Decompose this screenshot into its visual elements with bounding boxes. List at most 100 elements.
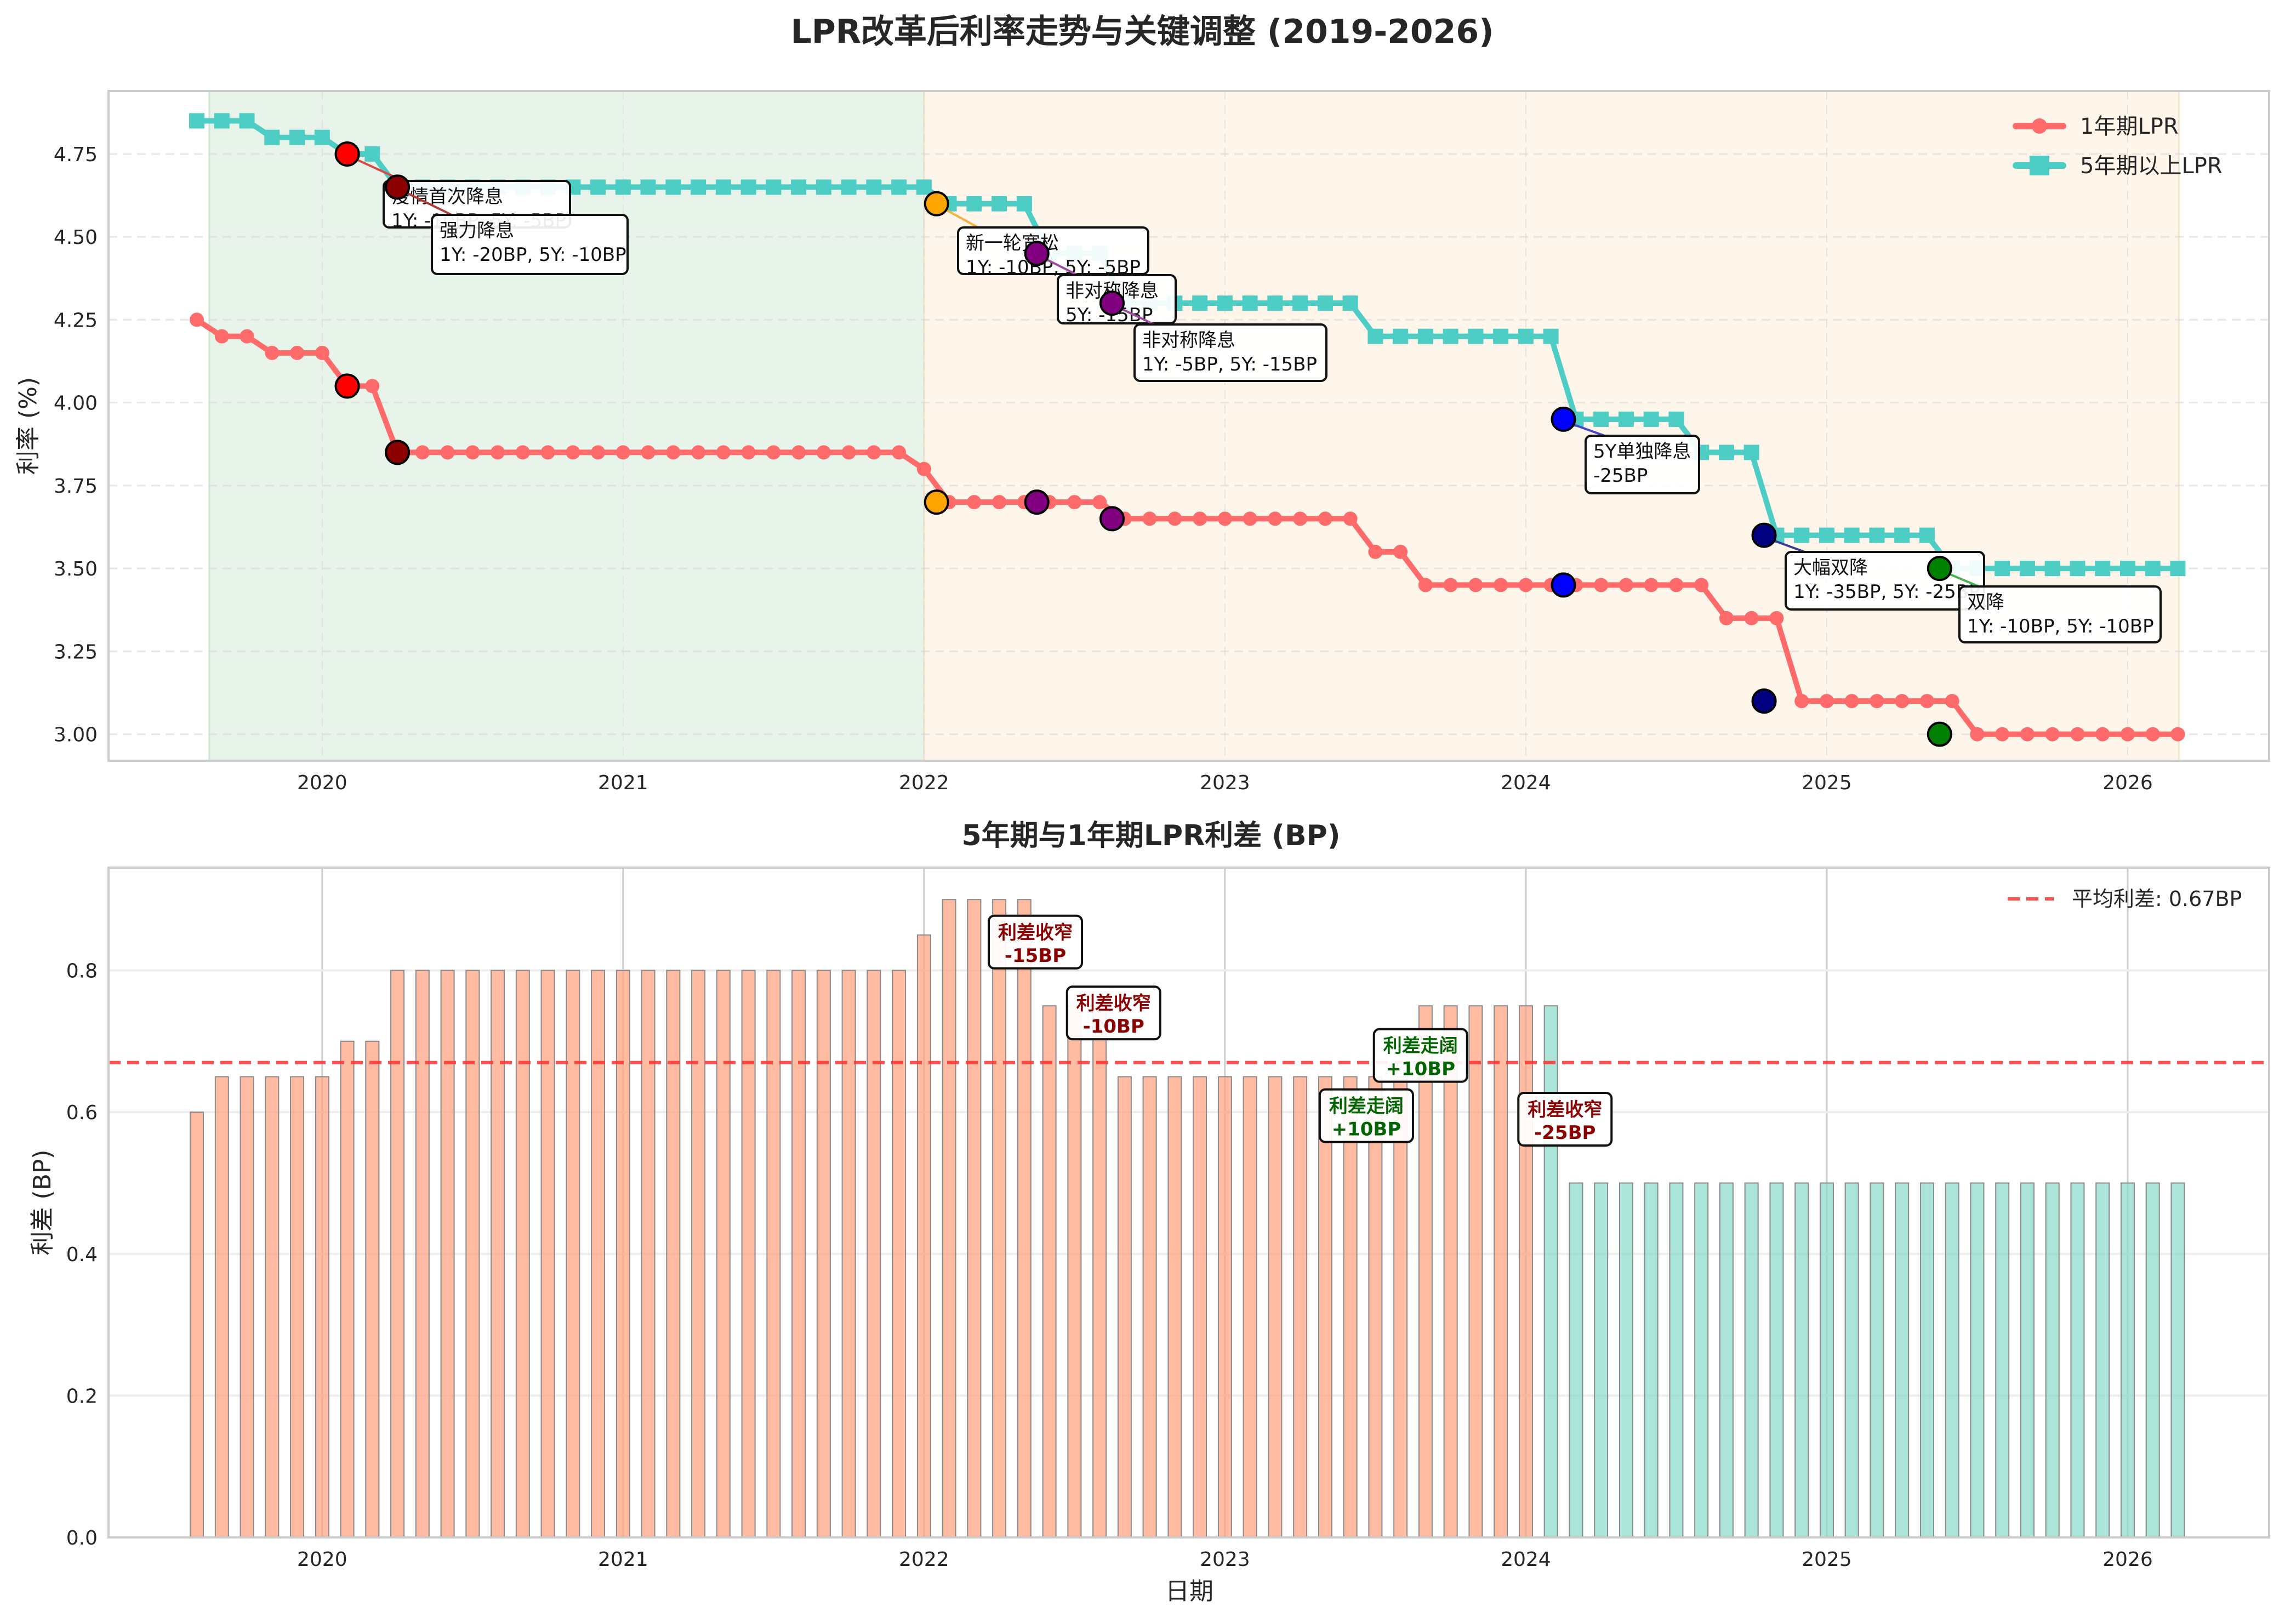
point-1y <box>515 445 530 460</box>
spread-annotation-2: 利差收窄-10BP <box>1065 985 1161 1041</box>
spread-bar <box>340 1040 355 1538</box>
point-1y <box>1769 611 1784 625</box>
spread-bar <box>390 970 405 1538</box>
spread-bar <box>1418 1005 1433 1538</box>
spread-bar <box>691 970 706 1538</box>
point-5y <box>1894 527 1910 543</box>
point-1y <box>1644 578 1659 592</box>
point-1y <box>641 445 656 460</box>
spread-bar <box>1042 1005 1057 1538</box>
point-5y <box>1844 527 1860 543</box>
legend-item-5y: 5年期以上LPR <box>2013 153 2223 179</box>
spread-bar <box>1017 899 1032 1538</box>
spread-bar <box>1543 1005 1558 1538</box>
point-5y <box>1743 445 1759 460</box>
figure-title: LPR改革后利率走势与关键调整 (2019-2026) <box>790 13 1494 51</box>
top-y-ticks: 3.00 3.25 3.50 3.75 4.00 4.25 4.50 4.75 <box>54 144 98 747</box>
x-tick-label: 2024 <box>1501 772 1551 794</box>
spread-bar <box>1368 1076 1383 1538</box>
spread-bar <box>491 970 505 1538</box>
point-5y <box>2119 561 2135 577</box>
point-5y <box>791 179 807 195</box>
point-1y <box>691 445 706 460</box>
point-5y <box>264 129 280 145</box>
phase-band-2 <box>923 90 2180 762</box>
point-5y <box>1718 445 1734 460</box>
event-marker-5y <box>924 191 949 216</box>
event-arrow <box>940 206 981 230</box>
spread-bar <box>1870 1182 1884 1538</box>
event-label-box <box>957 226 1149 275</box>
bottom-chart-title: 5年期与1年期LPR利差 (BP) <box>961 819 1340 852</box>
point-5y <box>2145 561 2161 577</box>
event-marker-1y <box>1927 721 1952 747</box>
point-5y <box>1618 411 1634 427</box>
point-1y <box>1819 694 1834 709</box>
spread-bar <box>2020 1182 2035 1538</box>
spread-bar <box>365 1040 380 1538</box>
point-1y <box>1393 544 1408 559</box>
event-label-box <box>1958 585 2162 643</box>
point-1y <box>2070 727 2085 742</box>
point-1y <box>190 312 204 327</box>
point-1y <box>2045 727 2060 742</box>
spread-bar <box>1945 1182 1959 1538</box>
point-5y <box>766 179 782 195</box>
spread-bar <box>1468 1005 1483 1538</box>
y-tick-label: 3.25 <box>54 641 98 663</box>
point-1y <box>992 495 1007 510</box>
spread-bar <box>1193 1076 1207 1538</box>
point-5y <box>364 146 380 162</box>
spread-annotation-value: +10BP <box>1386 1058 1455 1080</box>
point-1y <box>1844 694 1859 709</box>
point-5y <box>1593 411 1609 427</box>
spread-bar <box>2045 1182 2060 1538</box>
point-5y <box>1242 295 1258 311</box>
event-marker-5y <box>1099 290 1125 316</box>
spread-bar <box>515 970 530 1538</box>
spread-bar <box>440 970 455 1538</box>
spread-bar <box>1067 1005 1082 1538</box>
y-tick-label: 3.75 <box>54 475 98 498</box>
point-1y <box>2120 727 2135 742</box>
point-5y <box>289 129 305 145</box>
spread-annotation-title: 利差收窄 <box>1528 1099 1602 1121</box>
y-tick-label: 4.00 <box>54 392 98 415</box>
point-1y <box>741 445 756 460</box>
spread-bar <box>315 1076 329 1538</box>
point-1y <box>2145 727 2160 742</box>
spread-annotation-title: 利差收窄 <box>998 922 1073 944</box>
spread-bar <box>465 970 480 1538</box>
point-5y <box>2019 561 2035 577</box>
spread-bar <box>1443 1005 1458 1538</box>
point-1y <box>1970 727 1985 742</box>
point-5y <box>1518 328 1534 344</box>
event-marker-5y <box>1751 522 1777 548</box>
point-5y <box>2170 561 2186 577</box>
x-tick-label: 2025 <box>1802 1548 1852 1571</box>
point-5y <box>314 129 330 145</box>
event-marker-5y <box>334 141 360 167</box>
spread-bar <box>566 970 580 1538</box>
spread-bar <box>1794 1182 1809 1538</box>
point-5y <box>1819 527 1834 543</box>
x-tick-label: 2023 <box>1200 772 1250 794</box>
spread-bar <box>1644 1182 1659 1538</box>
bottom-y-axis-label: 利差 (BP) <box>29 1149 56 1255</box>
spread-bar <box>816 970 831 1538</box>
y-tick-label: 0.6 <box>66 1102 98 1124</box>
point-5y <box>816 179 831 195</box>
point-1y <box>766 445 781 460</box>
spread-bar <box>1268 1076 1283 1538</box>
spread-annotation-4: 利差走阔+10BP <box>1318 1088 1414 1143</box>
event-label-detail: 1Y: -10BP, 5Y: -10BP <box>1967 616 2154 637</box>
point-5y <box>1367 328 1383 344</box>
spread-annotation-title: 利差收窄 <box>1076 993 1151 1015</box>
point-5y <box>1643 411 1659 427</box>
event-marker-5y <box>1927 556 1952 582</box>
bottom-axes-frame <box>107 867 2270 1538</box>
spread-bar <box>1819 1182 1834 1538</box>
y-tick-label: 0.2 <box>66 1385 98 1408</box>
